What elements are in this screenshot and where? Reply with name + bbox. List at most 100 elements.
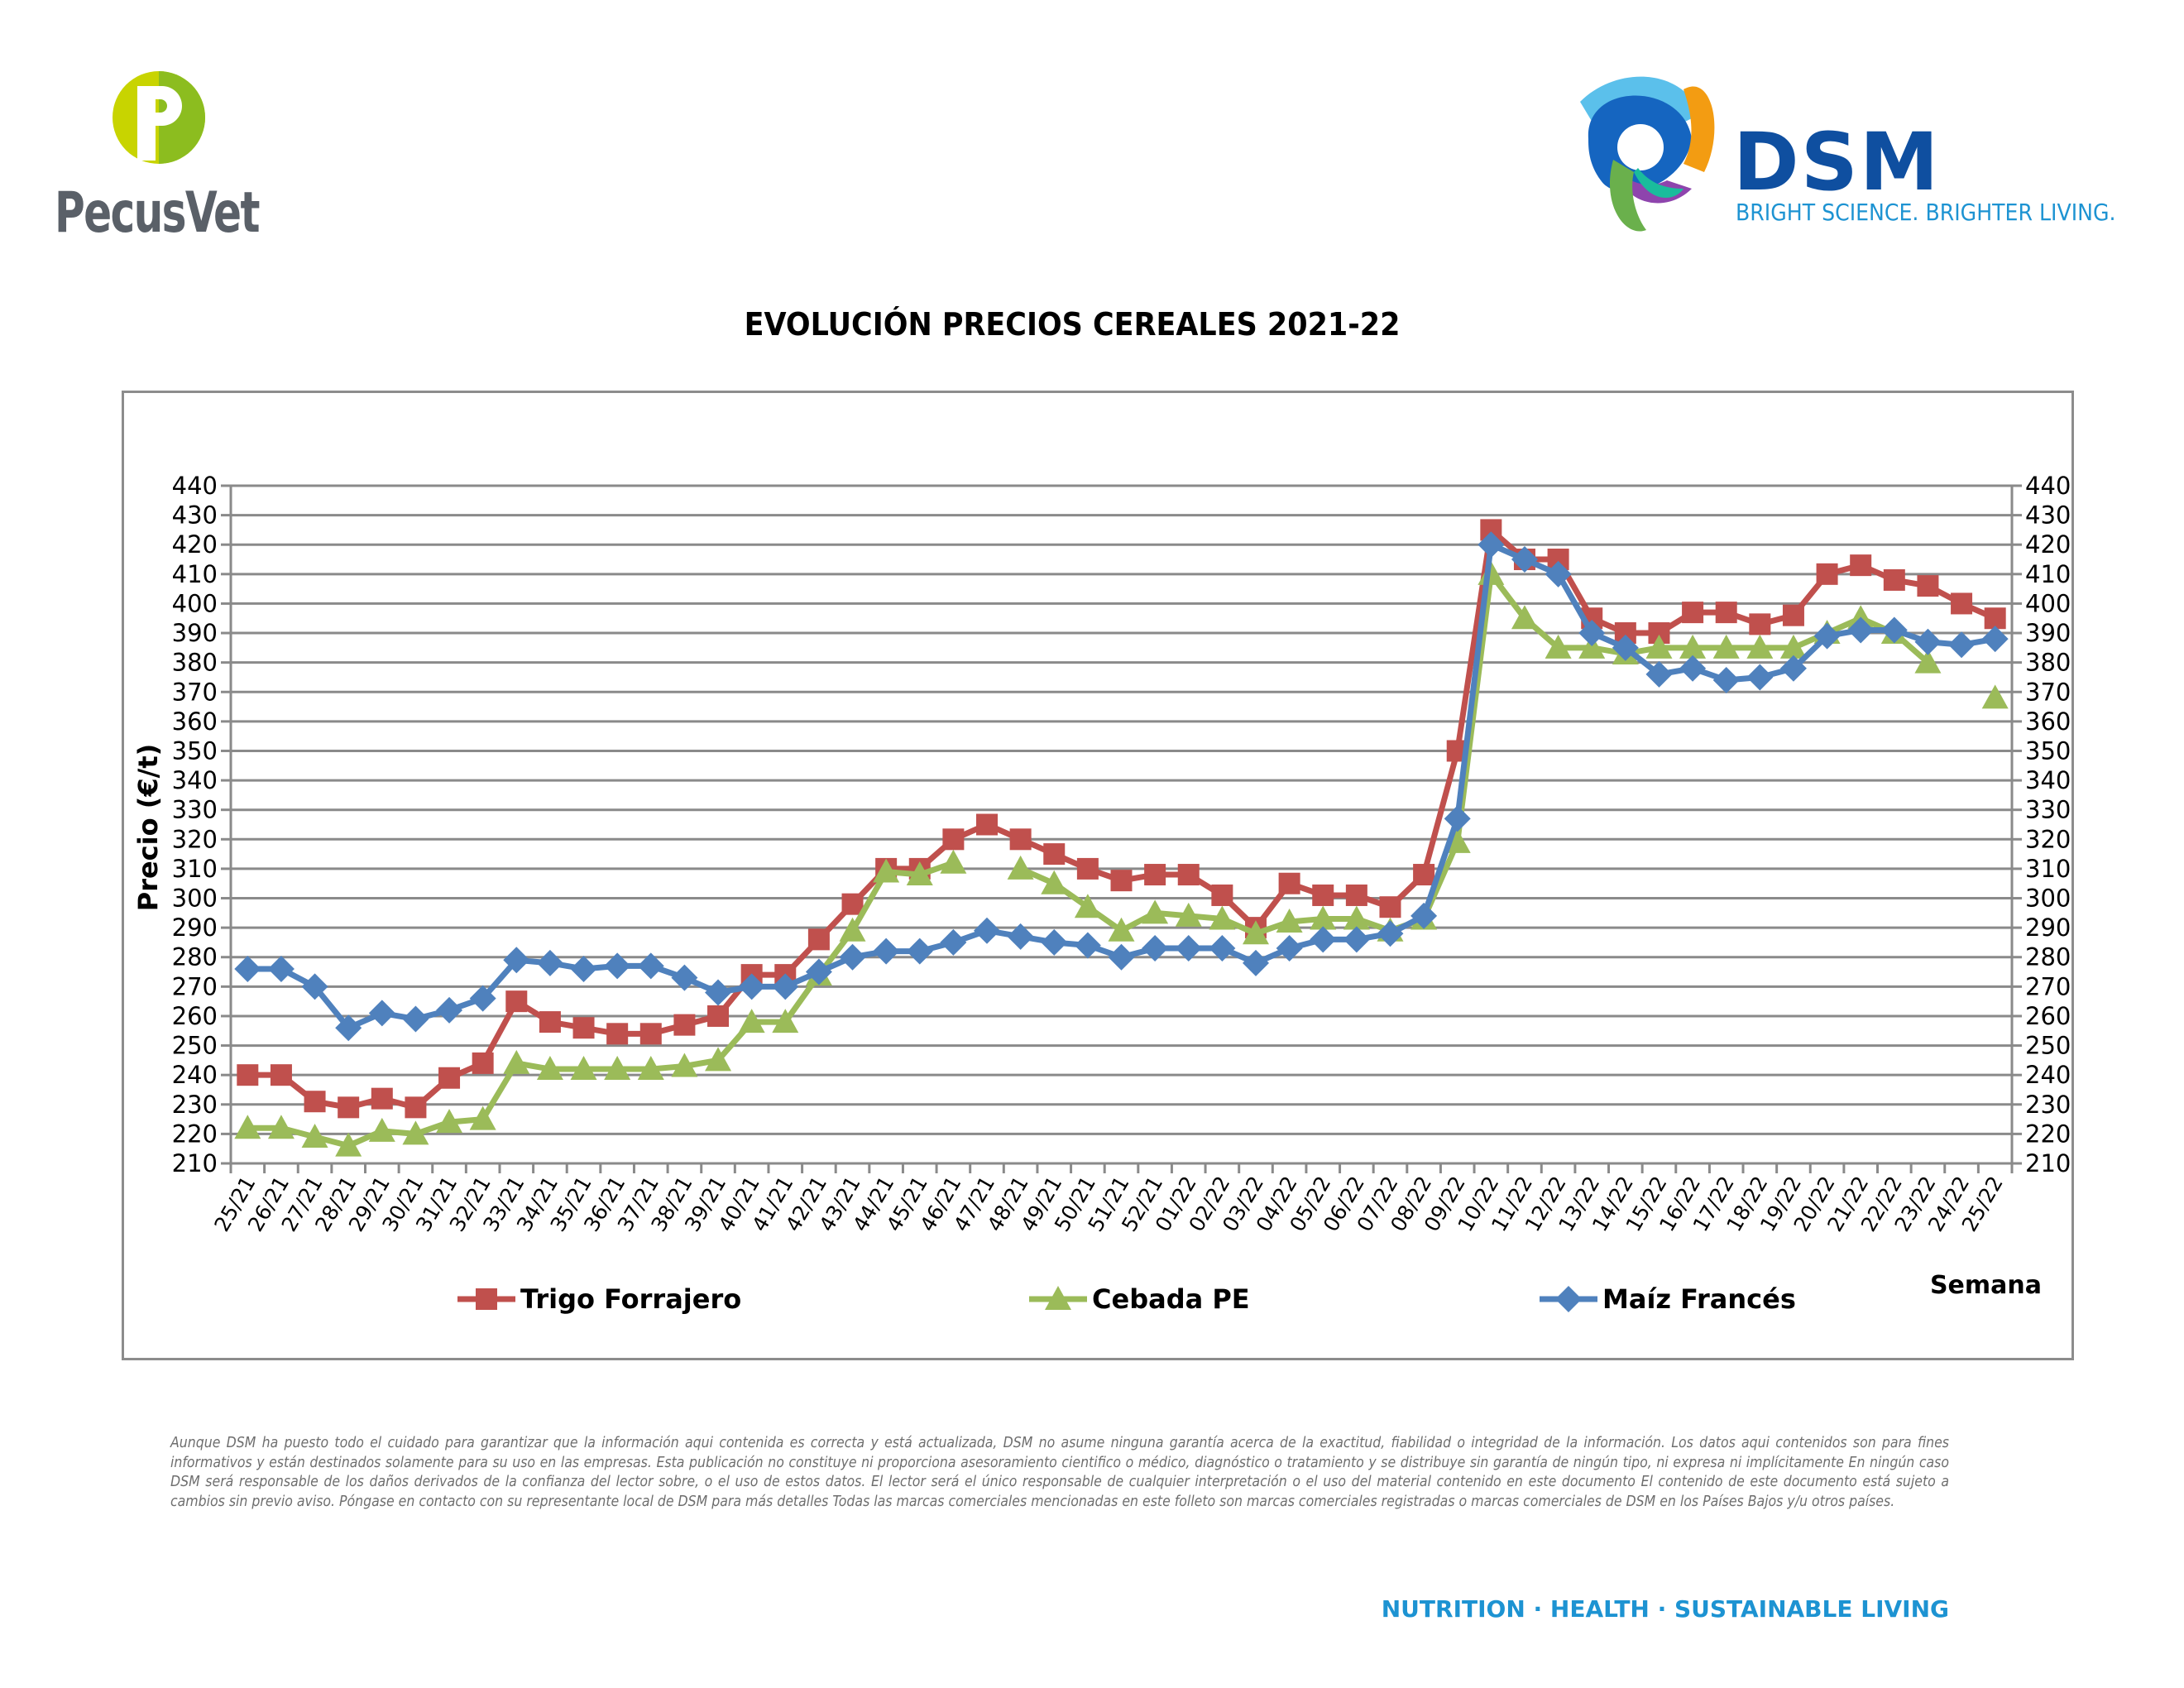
data-point-square — [1345, 884, 1367, 906]
data-point-diamond — [1444, 805, 1471, 832]
data-point-diamond — [738, 973, 765, 1000]
series-trigo-forrajero — [237, 519, 2006, 1119]
pecusvet-logo — [113, 71, 205, 164]
data-point-diamond — [1578, 620, 1606, 647]
y-axis-label: Precio (€/t) — [132, 744, 164, 912]
data-point-triangle — [503, 1049, 530, 1074]
data-point-triangle — [402, 1120, 429, 1145]
y-tick-label-right: 360 — [2025, 707, 2071, 736]
data-point-diamond — [637, 952, 664, 980]
data-point-square — [476, 1288, 497, 1310]
data-point-triangle — [772, 1009, 799, 1033]
data-point-diamond — [1410, 902, 1438, 929]
data-point-diamond — [1310, 926, 1337, 953]
y-tick-label-right: 430 — [2025, 501, 2071, 530]
data-point-triangle — [1914, 649, 1942, 674]
data-point-triangle — [671, 1053, 698, 1077]
legend-item: Cebada PE — [1029, 1283, 1250, 1315]
data-point-triangle — [436, 1109, 463, 1134]
y-tick-label-left: 360 — [172, 707, 218, 736]
data-point-square — [1009, 828, 1032, 851]
data-point-triangle — [1209, 905, 1236, 930]
data-point-diamond — [1377, 920, 1404, 947]
data-point-triangle — [1511, 605, 1538, 630]
y-tick-label-left: 300 — [172, 885, 218, 913]
data-point-triangle — [335, 1132, 362, 1157]
y-tick-label-left: 400 — [172, 589, 218, 617]
series-maíz-francés — [234, 531, 2009, 1042]
y-tick-label-left: 280 — [172, 943, 218, 971]
data-point-triangle — [604, 1056, 631, 1081]
data-point-triangle — [738, 1009, 765, 1033]
y-tick-label-right: 400 — [2025, 589, 2071, 617]
data-point-triangle — [906, 861, 933, 886]
y-tick-label-right: 390 — [2025, 619, 2071, 647]
data-point-diamond — [1746, 664, 1774, 691]
y-tick-label-right: 220 — [2025, 1120, 2071, 1148]
y-tick-label-right: 260 — [2025, 1002, 2071, 1030]
data-point-triangle — [234, 1115, 261, 1139]
y-tick-label-left: 430 — [172, 501, 218, 530]
data-point-triangle — [1679, 634, 1707, 659]
data-point-triangle — [301, 1123, 328, 1148]
y-tick-label-left: 380 — [172, 649, 218, 677]
data-point-square — [673, 1014, 696, 1036]
data-point-square — [505, 990, 528, 1013]
data-point-diamond — [1981, 626, 2009, 653]
data-point-triangle — [267, 1115, 295, 1139]
data-point-diamond — [301, 973, 328, 1000]
dsm-tagline: BRIGHT SCIENCE. BRIGHTER LIVING. — [1736, 199, 2116, 226]
data-point-square — [1413, 864, 1435, 886]
data-point-square — [1682, 602, 1704, 624]
y-tick-label-left: 370 — [172, 678, 218, 706]
data-point-triangle — [1645, 634, 1673, 659]
legend-label: Cebada PE — [1092, 1283, 1250, 1315]
data-point-square — [338, 1096, 360, 1119]
data-point-diamond — [1880, 616, 1908, 644]
data-point-square — [1883, 568, 1905, 591]
data-point-square — [472, 1052, 494, 1074]
y-tick-label-left: 330 — [172, 796, 218, 824]
data-point-diamond — [671, 964, 698, 991]
data-point-square — [807, 928, 830, 951]
y-tick-label-right: 330 — [2025, 796, 2071, 824]
data-point-square — [1782, 604, 1804, 626]
y-tick-label-right: 380 — [2025, 649, 2071, 677]
data-point-triangle — [536, 1056, 563, 1081]
legend: Trigo Forrajero Cebada PE Maíz Francés — [457, 1283, 1796, 1315]
data-point-diamond — [570, 955, 597, 982]
y-tick-label-left: 240 — [172, 1061, 218, 1089]
x-axis-label: Semana — [1930, 1271, 2042, 1300]
data-point-diamond — [1142, 935, 1169, 962]
data-point-diamond — [1276, 935, 1303, 962]
data-point-diamond — [772, 973, 799, 1000]
y-tick-label-right: 420 — [2025, 530, 2071, 559]
data-point-triangle — [873, 858, 900, 883]
data-point-diamond — [1712, 667, 1740, 694]
y-tick-label-left: 250 — [172, 1032, 218, 1060]
data-point-diamond — [503, 947, 530, 974]
y-tick-label-left: 290 — [172, 914, 218, 942]
y-tick-label-right: 290 — [2025, 914, 2071, 942]
data-point-diamond — [1779, 655, 1807, 682]
y-tick-label-right: 440 — [2025, 472, 2071, 500]
data-point-square — [1379, 896, 1401, 918]
series-cebada-pe — [234, 560, 2009, 1157]
data-point-triangle — [1007, 855, 1034, 880]
data-point-triangle — [1779, 634, 1807, 659]
data-point-diamond — [1813, 622, 1841, 650]
y-tick-label-right: 240 — [2025, 1061, 2071, 1089]
data-point-square — [606, 1023, 629, 1045]
data-point-diamond — [906, 938, 933, 965]
axes — [221, 484, 2022, 1173]
dsm-logo-wordmark: DSM — [1733, 116, 1941, 209]
data-point-diamond — [267, 955, 295, 982]
data-point-triangle — [1981, 684, 2009, 709]
data-point-triangle — [1444, 828, 1471, 853]
series-line — [247, 860, 955, 1149]
dsm-logo — [1580, 76, 1715, 232]
legend-label: Maíz Francés — [1602, 1283, 1796, 1315]
data-point-diamond — [469, 985, 496, 1012]
data-point-diamond — [873, 938, 900, 965]
disclaimer-text: Aunque DSM ha puesto todo el cuidado par… — [170, 1435, 1949, 1510]
